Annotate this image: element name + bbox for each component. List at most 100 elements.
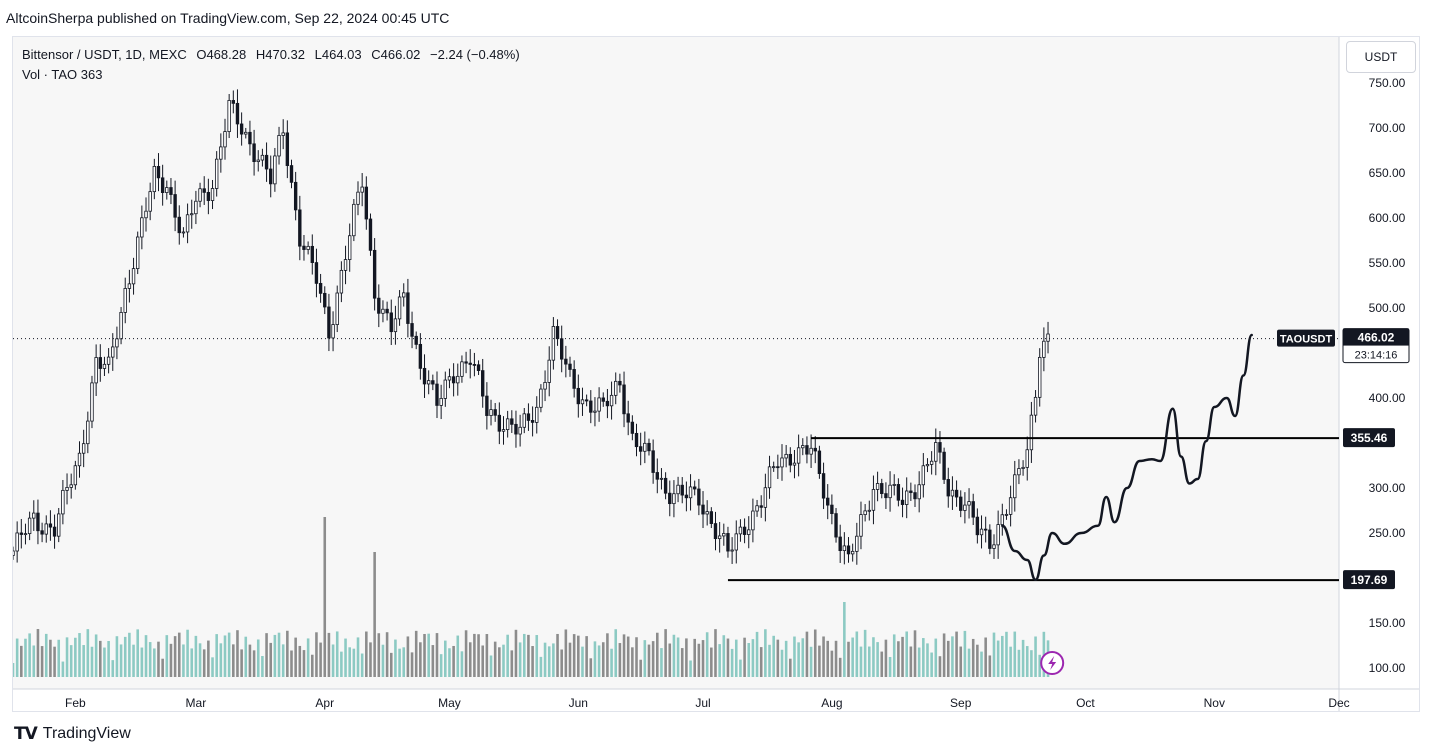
candle-body[interactable]	[925, 464, 930, 467]
candle-body[interactable]	[518, 426, 522, 435]
candle-body[interactable]	[709, 511, 714, 524]
price-chart[interactable]: 100.00 150.00 250.00 300.00 400.00 500.00 550.…	[13, 37, 1419, 711]
candle-body[interactable]	[834, 513, 838, 538]
candle-body[interactable]	[663, 477, 668, 494]
x-tick-label[interactable]: Feb	[65, 696, 86, 710]
candle-body[interactable]	[460, 361, 464, 377]
candle-body[interactable]	[755, 505, 759, 512]
candle-body[interactable]	[252, 143, 256, 163]
candle-body[interactable]	[888, 484, 892, 499]
candle-body[interactable]	[913, 492, 917, 500]
candle-body[interactable]	[447, 376, 452, 381]
candle-body[interactable]	[796, 447, 801, 464]
candle-body[interactable]	[788, 453, 792, 466]
candle-body[interactable]	[348, 235, 352, 260]
candle-body[interactable]	[181, 231, 186, 234]
candle-body[interactable]	[414, 335, 418, 345]
candle-body[interactable]	[938, 442, 942, 453]
x-tick-label[interactable]: May	[438, 696, 461, 710]
candle-body[interactable]	[57, 513, 61, 537]
candle-body[interactable]	[738, 526, 743, 535]
candle-body[interactable]	[314, 262, 319, 284]
candle-body[interactable]	[165, 187, 169, 193]
candle-body[interactable]	[668, 492, 672, 505]
candle-body[interactable]	[618, 380, 622, 386]
candle-body[interactable]	[855, 535, 859, 552]
candle-body[interactable]	[813, 447, 817, 452]
candle-body[interactable]	[123, 288, 127, 313]
candle-body[interactable]	[277, 135, 281, 157]
candle-body[interactable]	[481, 370, 485, 397]
candle-body[interactable]	[701, 504, 705, 515]
x-tick-label[interactable]: Oct	[1076, 696, 1095, 710]
candle-body[interactable]	[206, 191, 211, 201]
candle-body[interactable]	[352, 203, 356, 237]
candle-body[interactable]	[360, 186, 364, 193]
candle-body[interactable]	[273, 155, 277, 185]
candle-body[interactable]	[543, 382, 547, 390]
candle-body[interactable]	[605, 400, 610, 407]
candle-body[interactable]	[244, 131, 248, 135]
candle-body[interactable]	[759, 505, 763, 508]
candle-body[interactable]	[368, 218, 373, 251]
candle-body[interactable]	[917, 484, 921, 500]
candle-body[interactable]	[144, 210, 148, 219]
candle-body[interactable]	[227, 100, 231, 132]
candle-body[interactable]	[285, 132, 290, 166]
candle-body[interactable]	[742, 526, 747, 535]
candle-body[interactable]	[94, 357, 98, 384]
candle-body[interactable]	[464, 361, 468, 364]
candle-body[interactable]	[372, 249, 377, 299]
candle-body[interactable]	[659, 477, 664, 480]
candle-body[interactable]	[680, 484, 684, 496]
candle-body[interactable]	[310, 245, 314, 263]
candle-body[interactable]	[1008, 497, 1013, 515]
candle-body[interactable]	[996, 524, 1000, 546]
candle-body[interactable]	[106, 356, 111, 365]
candle-body[interactable]	[1021, 466, 1025, 469]
x-tick-label[interactable]: Apr	[315, 696, 334, 710]
candle-body[interactable]	[335, 292, 339, 325]
candle-body[interactable]	[472, 364, 477, 366]
candle-body[interactable]	[780, 457, 784, 468]
candle-body[interactable]	[859, 514, 863, 537]
candle-body[interactable]	[198, 188, 202, 202]
candle-body[interactable]	[821, 473, 826, 499]
candle-body[interactable]	[643, 442, 647, 452]
candle-body[interactable]	[555, 326, 560, 340]
candle-body[interactable]	[522, 413, 526, 428]
candle-body[interactable]	[40, 530, 44, 535]
candle-body[interactable]	[456, 375, 460, 384]
x-tick-label[interactable]: Sep	[950, 696, 972, 710]
candle-body[interactable]	[493, 409, 497, 416]
candle-body[interactable]	[1029, 414, 1034, 451]
candle-body[interactable]	[975, 516, 980, 536]
candle-body[interactable]	[979, 528, 984, 536]
candle-body[interactable]	[547, 359, 551, 383]
candle-body[interactable]	[185, 214, 190, 233]
x-tick-label[interactable]: Mar	[186, 696, 207, 710]
candle-body[interactable]	[23, 533, 28, 536]
candle-body[interactable]	[584, 399, 589, 402]
candle-body[interactable]	[231, 100, 235, 104]
candle-body[interactable]	[1004, 513, 1009, 516]
candle-body[interactable]	[921, 465, 926, 486]
candle-body[interactable]	[343, 259, 348, 271]
candle-body[interactable]	[443, 379, 447, 399]
candle-body[interactable]	[86, 420, 90, 445]
candle-body[interactable]	[576, 387, 581, 405]
candle-body[interactable]	[269, 168, 273, 185]
candle-body[interactable]	[850, 550, 855, 555]
candle-body[interactable]	[260, 154, 265, 161]
candle-body[interactable]	[950, 489, 955, 497]
candle-body[interactable]	[489, 409, 493, 416]
candle-body[interactable]	[805, 445, 809, 455]
candle-body[interactable]	[863, 510, 867, 516]
candle-body[interactable]	[560, 338, 564, 360]
candle-body[interactable]	[867, 509, 871, 512]
candle-body[interactable]	[406, 292, 410, 324]
candle-body[interactable]	[318, 282, 323, 294]
candle-body[interactable]	[293, 181, 298, 211]
candle-body[interactable]	[65, 487, 69, 491]
candle-body[interactable]	[52, 526, 57, 537]
